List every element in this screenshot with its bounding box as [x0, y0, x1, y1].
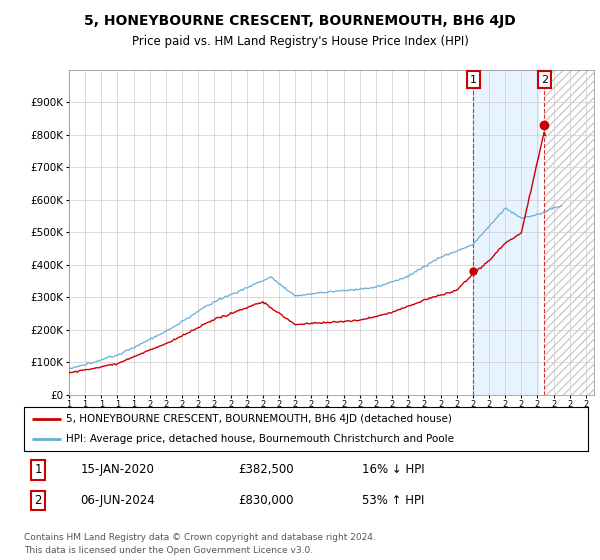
Text: 5, HONEYBOURNE CRESCENT, BOURNEMOUTH, BH6 4JD: 5, HONEYBOURNE CRESCENT, BOURNEMOUTH, BH…	[84, 14, 516, 28]
Text: 06-JUN-2024: 06-JUN-2024	[80, 494, 155, 507]
Text: £830,000: £830,000	[238, 494, 294, 507]
Text: 53% ↑ HPI: 53% ↑ HPI	[362, 494, 425, 507]
Text: £382,500: £382,500	[238, 463, 294, 476]
Text: Price paid vs. HM Land Registry's House Price Index (HPI): Price paid vs. HM Land Registry's House …	[131, 35, 469, 48]
Text: 1: 1	[470, 74, 477, 85]
Text: 15-JAN-2020: 15-JAN-2020	[80, 463, 154, 476]
Text: HPI: Average price, detached house, Bournemouth Christchurch and Poole: HPI: Average price, detached house, Bour…	[66, 434, 454, 444]
Text: 2: 2	[34, 494, 42, 507]
Bar	[544, 70, 594, 395]
FancyBboxPatch shape	[539, 70, 599, 395]
Text: 2: 2	[541, 74, 548, 85]
Text: 5, HONEYBOURNE CRESCENT, BOURNEMOUTH, BH6 4JD (detached house): 5, HONEYBOURNE CRESCENT, BOURNEMOUTH, BH…	[66, 414, 452, 424]
Text: Contains HM Land Registry data © Crown copyright and database right 2024.
This d: Contains HM Land Registry data © Crown c…	[24, 533, 376, 554]
Text: 16% ↓ HPI: 16% ↓ HPI	[362, 463, 425, 476]
Bar	[473, 70, 544, 395]
Text: 1: 1	[34, 463, 42, 476]
Bar	[544, 70, 594, 395]
